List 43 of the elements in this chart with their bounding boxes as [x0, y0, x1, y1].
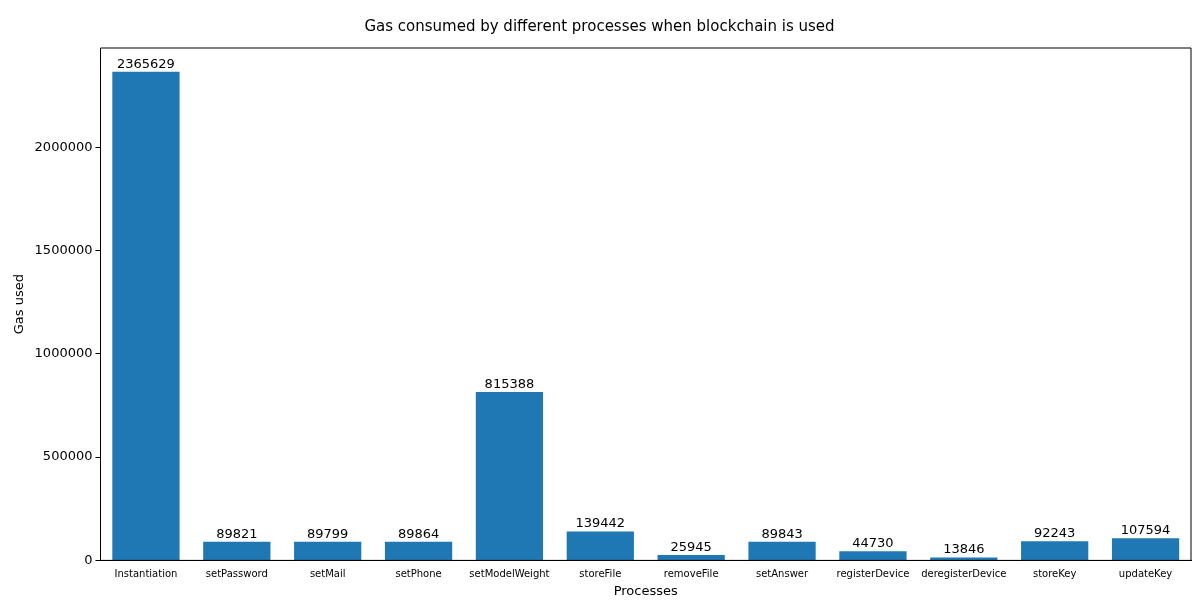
data-label: 44730 [852, 535, 894, 551]
x-tick-label: updateKey [1118, 567, 1173, 579]
bar [112, 71, 180, 560]
bar [1111, 538, 1180, 560]
x-tick-label: registerDevice [836, 567, 910, 579]
x-tick-label: deregisterDevice [921, 567, 1007, 579]
data-label: 89821 [216, 525, 258, 541]
x-tick-label: setPassword [205, 567, 268, 579]
data-label: 89864 [397, 525, 440, 541]
y-axis-title: Gas used [11, 274, 27, 335]
data-label: 815388 [484, 375, 535, 391]
bar [384, 541, 453, 560]
x-tick-label: Instantiation [114, 567, 178, 579]
bar [748, 541, 816, 560]
x-tick-label: removeFile [663, 567, 719, 579]
bar [566, 531, 634, 560]
data-label: 139442 [575, 515, 626, 531]
x-tick-label: storeKey [1032, 567, 1077, 579]
data-label: 92243 [1034, 525, 1076, 541]
bar [475, 391, 544, 560]
bar [203, 541, 271, 560]
chart-title: Gas consumed by different processes when blockchain is used [364, 16, 835, 35]
x-axis-title: Processes [613, 582, 679, 598]
x-tick-label: setPhone [395, 567, 442, 579]
y-tick-label: 2000000 [34, 138, 93, 154]
data-label: 89799 [307, 525, 349, 541]
x-tick-label: setAnswer [756, 567, 809, 579]
data-label: 107594 [1120, 522, 1171, 538]
x-tick-label: setModelWeight [469, 567, 550, 579]
data-label: 89843 [761, 525, 803, 541]
y-tick-label: 1500000 [34, 241, 93, 257]
x-tick-label: setMail [309, 567, 346, 579]
data-label: 25945 [670, 538, 712, 554]
data-label: 13846 [943, 541, 985, 557]
bar [657, 555, 725, 560]
x-tick-label: storeFile [579, 567, 622, 579]
bar [294, 541, 362, 560]
bar [1021, 541, 1089, 560]
y-tick-label: 0 [84, 551, 93, 567]
data-label: 2365629 [116, 55, 175, 71]
y-tick-label: 1000000 [34, 345, 93, 361]
bar [839, 551, 907, 560]
y-tick-label: 500000 [42, 448, 93, 464]
